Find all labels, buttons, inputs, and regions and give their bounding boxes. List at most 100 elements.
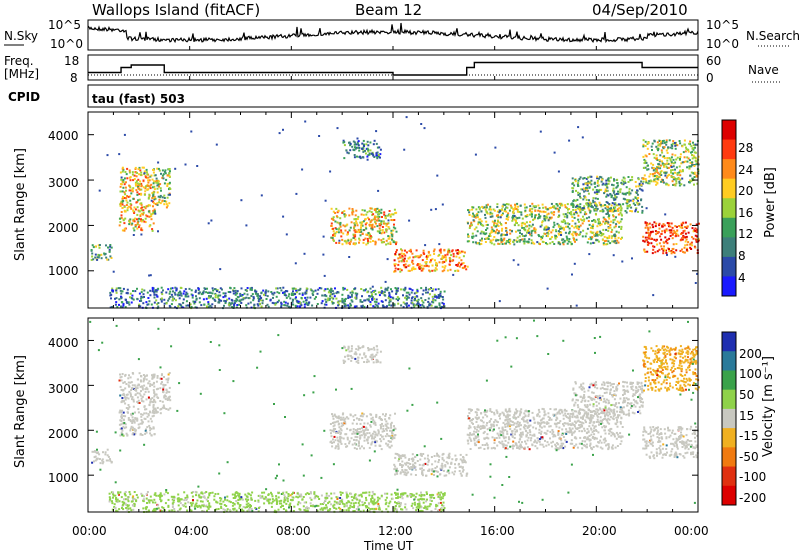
power-echo-cell — [366, 291, 369, 294]
power-echo-cell — [359, 221, 362, 224]
power-echo-cell — [612, 219, 615, 222]
power-echo-cell — [133, 212, 136, 214]
power-scatter-point — [118, 153, 121, 156]
power-echo-cell — [222, 296, 225, 299]
power-echo-cell — [525, 221, 528, 224]
power-echo-cell — [460, 259, 463, 262]
power-echo-cell — [340, 229, 343, 232]
power-echo-cell — [254, 292, 257, 295]
power-echo-cell — [587, 180, 590, 183]
velocity-echo-cell — [390, 426, 393, 429]
velocity-echo-cell — [372, 422, 375, 425]
velocity-echo-cell — [101, 459, 104, 462]
power-echo-cell — [640, 198, 643, 201]
power-echo-cell — [335, 215, 338, 218]
power-echo-cell — [654, 251, 657, 254]
power-echo-cell — [182, 298, 185, 301]
power-echo-cell — [609, 210, 611, 213]
power-echo-cell — [471, 235, 474, 238]
velocity-echo-cell — [333, 413, 336, 416]
power-echo-cell — [662, 248, 665, 251]
power-echo-cell — [242, 297, 245, 299]
power-echo-cell — [170, 287, 172, 290]
power-echo-cell — [668, 139, 671, 142]
power-echo-cell — [485, 224, 488, 226]
power-echo-cell — [361, 221, 364, 223]
power-echo-cell — [554, 229, 557, 232]
velocity-echo-cell — [150, 427, 153, 430]
power-echo-cell — [197, 289, 200, 292]
power-echo-cell — [671, 250, 674, 253]
power-scatter-point — [224, 294, 227, 297]
velocity-echo-cell — [363, 447, 365, 450]
power-echo-cell — [126, 209, 129, 212]
power-echo-cell — [681, 226, 684, 229]
power-echo-cell — [170, 293, 173, 296]
power-echo-cell — [159, 187, 162, 190]
velocity-echo-cell — [601, 418, 604, 421]
power-echo-cell — [571, 187, 574, 190]
velocity-echo-cell — [152, 389, 155, 392]
velocity-echo-cell — [129, 381, 132, 384]
power-echo-cell — [261, 299, 264, 302]
power-echo-cell — [430, 304, 433, 307]
power-echo-cell — [425, 288, 427, 291]
power-echo-cell — [378, 213, 381, 216]
power-echo-cell — [136, 193, 139, 196]
power-echo-cell — [312, 290, 315, 293]
velocity-echo-cell — [482, 421, 485, 424]
power-echo-cell — [572, 208, 575, 211]
power-echo-cell — [343, 144, 346, 147]
power-echo-cell — [288, 293, 291, 296]
power-echo-cell — [662, 139, 665, 142]
power-echo-cell — [478, 206, 481, 209]
power-echo-cell — [153, 296, 156, 299]
power-echo-cell — [551, 241, 554, 243]
power-echo-cell — [530, 210, 533, 213]
nsky-noise-line — [87, 22, 699, 44]
power-echo-cell — [602, 243, 605, 246]
power-echo-cell — [267, 290, 270, 293]
velocity-echo-cell — [131, 412, 134, 415]
velocity-echo-cell — [93, 456, 96, 459]
velocity-echo-cell — [344, 433, 347, 436]
power-echo-cell — [415, 249, 418, 252]
power-echo-cell — [120, 292, 123, 295]
power-echo-cell — [351, 145, 354, 148]
velocity-echo-cell — [394, 452, 397, 455]
power-echo-cell — [416, 295, 419, 298]
power-echo-cell — [358, 146, 361, 149]
power-echo-cell — [510, 206, 513, 209]
power-echo-cell — [354, 287, 357, 290]
power-echo-cell — [651, 252, 654, 255]
power-echo-cell — [500, 229, 503, 232]
power-echo-cell — [330, 236, 333, 239]
velocity-echo-cell — [124, 402, 127, 405]
power-echo-cell — [371, 152, 373, 155]
power-echo-cell — [379, 148, 382, 151]
power-echo-cell — [469, 224, 472, 227]
velocity-echo-cell — [572, 431, 575, 434]
power-echo-cell — [671, 145, 674, 147]
velocity-echo-cell — [606, 411, 609, 414]
power-echo-cell — [105, 256, 108, 259]
power-echo-cell — [343, 305, 346, 308]
velocity-echo-cell — [133, 384, 136, 387]
power-echo-cell — [120, 216, 123, 219]
power-echo-cell — [147, 188, 150, 191]
power-echo-cell — [137, 226, 140, 229]
velocity-echo-cell — [399, 464, 402, 466]
velocity-echo-cell — [149, 426, 151, 429]
power-echo-cell — [647, 229, 650, 232]
power-echo-cell — [393, 259, 396, 262]
power-echo-cell — [371, 297, 374, 300]
velocity-echo-cell — [599, 439, 602, 442]
power-echo-cell — [416, 301, 419, 303]
power-echo-cell — [405, 260, 408, 263]
velocity-echo-cell — [120, 423, 123, 426]
power-echo-cell — [540, 235, 543, 238]
power-echo-cell — [524, 234, 527, 237]
power-echo-cell — [602, 204, 605, 207]
velocity-echo-cell — [619, 422, 622, 425]
power-echo-cell — [660, 245, 663, 248]
